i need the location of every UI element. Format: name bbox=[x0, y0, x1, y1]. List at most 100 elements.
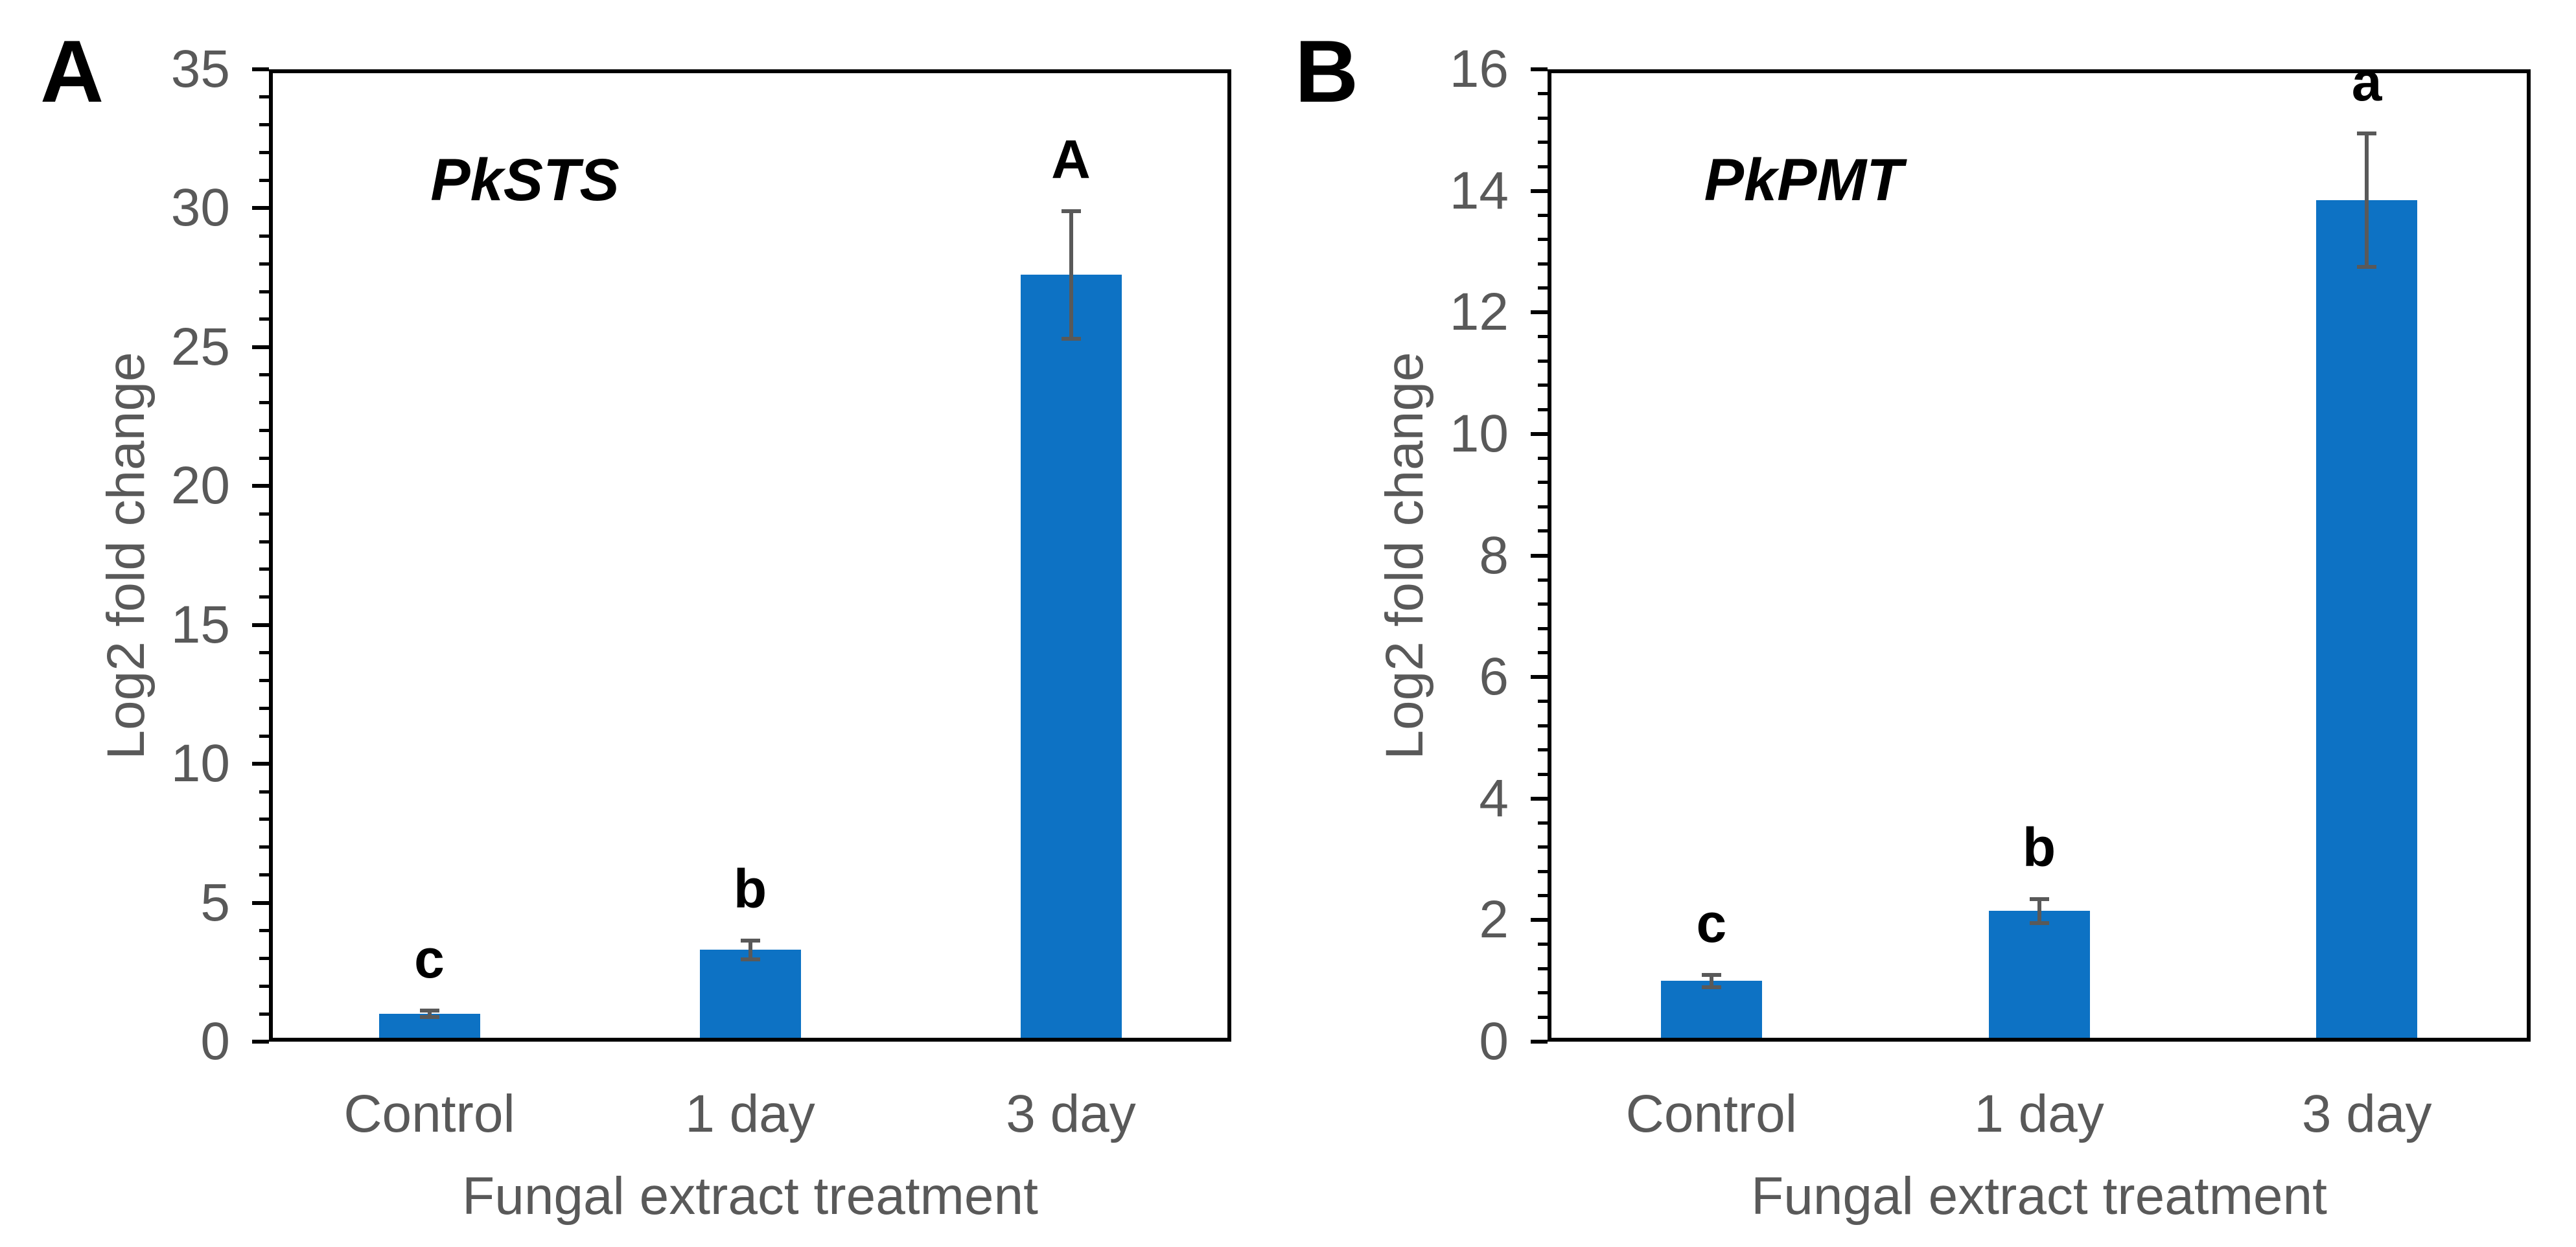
y-tick-label: 6 bbox=[1479, 647, 1509, 707]
y-tick-label: 30 bbox=[170, 178, 230, 238]
x-category-label: 1 day bbox=[1974, 1084, 2104, 1143]
y-minor-tick bbox=[259, 401, 269, 405]
y-minor-tick bbox=[1538, 213, 1548, 217]
y-minor-tick bbox=[1538, 602, 1548, 606]
y-minor-tick bbox=[1538, 772, 1548, 776]
y-minor-tick bbox=[259, 845, 269, 849]
y-minor-tick bbox=[1538, 262, 1548, 266]
panel-a-x-axis-title: Fungal extract treatment bbox=[462, 1167, 1038, 1226]
y-minor-tick bbox=[1538, 505, 1548, 509]
y-minor-tick bbox=[259, 262, 269, 266]
y-minor-tick bbox=[1538, 165, 1548, 168]
y-major-tick bbox=[252, 67, 269, 71]
y-minor-tick bbox=[259, 290, 269, 293]
x-category-label: Control bbox=[343, 1084, 515, 1143]
plot-frame bbox=[269, 69, 1231, 1042]
y-minor-tick bbox=[1538, 407, 1548, 411]
significance-letter: c bbox=[1696, 892, 1727, 954]
y-minor-tick bbox=[1538, 869, 1548, 873]
y-minor-tick bbox=[1538, 821, 1548, 825]
y-minor-tick bbox=[1538, 456, 1548, 460]
error-bar-cap-top bbox=[740, 939, 760, 943]
error-bar-line bbox=[1069, 211, 1073, 339]
bar bbox=[1988, 911, 2090, 1038]
y-minor-tick bbox=[1538, 578, 1548, 582]
y-minor-tick bbox=[1538, 651, 1548, 655]
significance-letter: a bbox=[2351, 51, 2382, 112]
y-minor-tick bbox=[259, 95, 269, 99]
y-minor-tick bbox=[259, 595, 269, 599]
y-major-tick bbox=[1531, 1040, 1548, 1044]
y-minor-tick bbox=[1538, 700, 1548, 704]
y-major-tick bbox=[252, 623, 269, 627]
error-bar-cap-top bbox=[2029, 897, 2049, 901]
y-minor-tick bbox=[259, 567, 269, 571]
y-minor-tick bbox=[1538, 894, 1548, 898]
y-minor-tick bbox=[259, 1012, 269, 1016]
y-tick-label: 20 bbox=[170, 456, 230, 516]
significance-letter: b bbox=[2022, 816, 2056, 878]
x-category-label: 3 day bbox=[1006, 1084, 1136, 1143]
panel-a-letter: A bbox=[40, 22, 104, 120]
panel-a-y-axis-title: Log2 fold change bbox=[97, 351, 156, 760]
significance-letter: A bbox=[1051, 128, 1091, 190]
panel-b-x-axis-title: Fungal extract treatment bbox=[1751, 1167, 2327, 1226]
significance-letter: b bbox=[733, 858, 767, 920]
error-bar-cap-bottom bbox=[1061, 336, 1081, 341]
error-bar-line bbox=[2037, 898, 2041, 924]
panel-b-letter: B bbox=[1295, 22, 1359, 120]
y-tick-label: 15 bbox=[170, 595, 230, 654]
y-tick-label: 0 bbox=[1479, 1012, 1509, 1071]
y-minor-tick bbox=[1538, 238, 1548, 242]
y-minor-tick bbox=[259, 151, 269, 155]
y-major-tick bbox=[252, 484, 269, 488]
bar bbox=[1660, 981, 1762, 1038]
y-major-tick bbox=[252, 345, 269, 349]
y-major-tick bbox=[1531, 189, 1548, 193]
y-major-tick bbox=[1531, 310, 1548, 315]
y-tick-label: 8 bbox=[1479, 525, 1509, 585]
y-major-tick bbox=[252, 900, 269, 905]
y-major-tick bbox=[1531, 796, 1548, 801]
y-minor-tick bbox=[259, 984, 269, 988]
y-major-tick bbox=[252, 206, 269, 211]
error-bar-line bbox=[427, 1010, 432, 1018]
y-minor-tick bbox=[1538, 383, 1548, 387]
y-minor-tick bbox=[1538, 529, 1548, 533]
error-bar-line bbox=[1709, 974, 1713, 987]
y-tick-label: 5 bbox=[200, 873, 230, 932]
x-category-label: Control bbox=[1625, 1084, 1797, 1143]
x-category-label: 1 day bbox=[685, 1084, 815, 1143]
y-tick-label: 10 bbox=[170, 734, 230, 794]
y-major-tick bbox=[1531, 67, 1548, 71]
y-tick-label: 12 bbox=[1449, 282, 1509, 342]
y-minor-tick bbox=[1538, 116, 1548, 120]
y-major-tick bbox=[1531, 675, 1548, 680]
y-minor-tick bbox=[259, 512, 269, 516]
y-minor-tick bbox=[1538, 141, 1548, 144]
y-minor-tick bbox=[1538, 943, 1548, 946]
bar bbox=[1020, 275, 1122, 1038]
y-minor-tick bbox=[259, 429, 269, 432]
significance-letter: c bbox=[414, 928, 445, 989]
error-bar-cap-bottom bbox=[740, 957, 760, 961]
x-category-label: 3 day bbox=[2301, 1084, 2432, 1143]
y-minor-tick bbox=[259, 706, 269, 710]
y-minor-tick bbox=[1538, 845, 1548, 849]
y-minor-tick bbox=[1538, 626, 1548, 630]
error-bar-line bbox=[748, 941, 752, 959]
y-minor-tick bbox=[259, 873, 269, 877]
y-major-tick bbox=[252, 1040, 269, 1044]
plot-frame bbox=[1548, 69, 2531, 1042]
y-minor-tick bbox=[1538, 286, 1548, 290]
y-minor-tick bbox=[259, 818, 269, 821]
y-minor-tick bbox=[259, 928, 269, 932]
y-major-tick bbox=[1531, 918, 1548, 922]
y-minor-tick bbox=[259, 123, 269, 127]
error-bar-cap-bottom bbox=[1701, 985, 1721, 989]
y-minor-tick bbox=[259, 790, 269, 794]
y-minor-tick bbox=[259, 651, 269, 655]
bar bbox=[699, 950, 801, 1038]
panel-b-gene-title: PkPMT bbox=[1704, 147, 1903, 213]
error-bar-cap-top bbox=[419, 1008, 439, 1012]
